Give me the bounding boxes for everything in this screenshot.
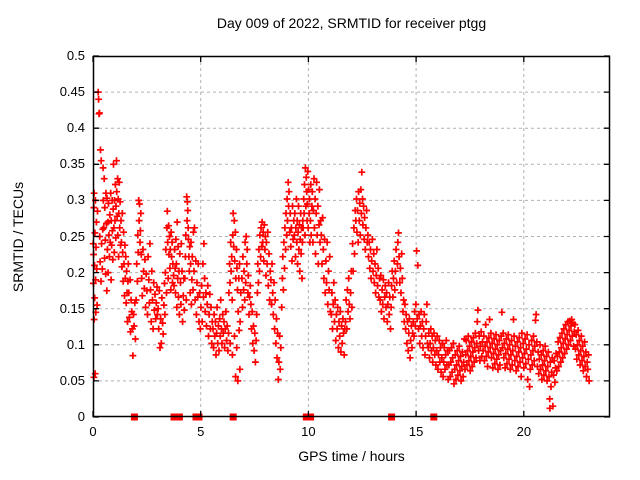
- x-tick-label: 20: [516, 424, 532, 439]
- x-axis-label: GPS time / hours: [298, 448, 405, 464]
- y-tick-label: 0: [77, 409, 85, 424]
- x-tick-label: 15: [408, 424, 424, 439]
- y-tick-label: 0.4: [66, 120, 85, 136]
- y-tick-label: 0.25: [59, 228, 85, 244]
- x-tick-label: 0: [89, 424, 97, 439]
- y-tick-label: 0.3: [66, 192, 85, 208]
- x-tick-label: 10: [301, 424, 316, 439]
- plot-area: [89, 55, 611, 421]
- y-tick-labels: 0 0.05 0.1 0.15 0.2 0.25 0.3 0.35 0.4 0.45 0.5: [0, 49, 85, 424]
- y-tick-label: 0.5: [66, 48, 85, 63]
- chart-title: Day 009 of 2022, SRMTID for receiver ptg…: [216, 15, 487, 31]
- y-tick-label: 0.35: [59, 156, 85, 172]
- y-tick-label: 0.05: [59, 372, 85, 388]
- plot-frame: [92, 55, 611, 418]
- y-tick-label: 0.2: [66, 264, 85, 280]
- scatter-points: [89, 88, 593, 412]
- x-tick-label: 5: [197, 424, 205, 439]
- y-tick-label: 0.15: [59, 300, 85, 316]
- y-tick-label: 0.45: [59, 84, 85, 100]
- x-tick-labels: 0 5 10 15 20: [89, 424, 610, 440]
- y-tick-label: 0.1: [66, 336, 85, 352]
